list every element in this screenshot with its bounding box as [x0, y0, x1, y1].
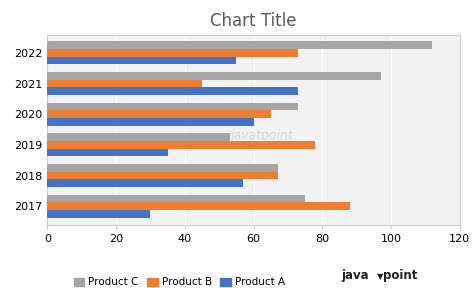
Bar — [47, 202, 350, 210]
Text: ▼: ▼ — [377, 272, 383, 281]
Bar — [47, 57, 237, 65]
Bar — [47, 72, 381, 80]
Text: javatpoint: javatpoint — [230, 129, 293, 142]
Bar — [47, 210, 151, 218]
Title: Chart Title: Chart Title — [210, 12, 297, 30]
Bar — [47, 49, 298, 57]
Bar — [47, 110, 271, 118]
Bar — [47, 118, 254, 126]
Bar — [47, 172, 278, 179]
Bar — [47, 149, 168, 156]
Bar — [47, 179, 243, 187]
Bar — [47, 164, 278, 172]
Bar — [47, 88, 298, 95]
Text: java: java — [341, 269, 369, 282]
Bar — [47, 41, 432, 49]
Bar — [47, 133, 229, 141]
Bar — [47, 195, 305, 202]
Bar — [47, 80, 202, 88]
Bar — [47, 141, 316, 149]
Bar — [47, 103, 298, 110]
Text: point: point — [383, 269, 418, 282]
Legend: Product C, Product B, Product A: Product C, Product B, Product A — [70, 273, 289, 288]
